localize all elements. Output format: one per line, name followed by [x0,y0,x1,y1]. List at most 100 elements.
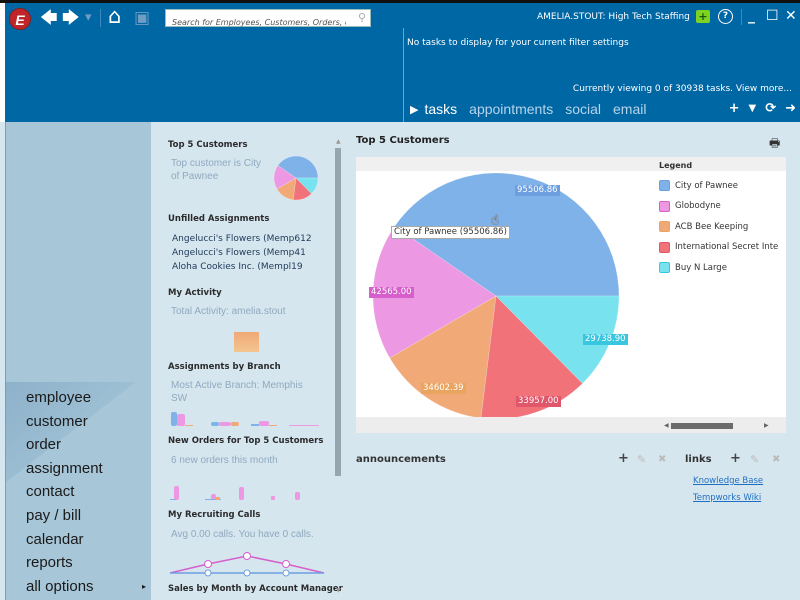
delete-link-icon[interactable]: ✖ [772,454,781,465]
help-icon[interactable]: ? [718,9,733,24]
unfilled-item[interactable]: Aloha Cookies Inc. (Mempl19 [172,262,303,272]
pie-slice[interactable] [389,295,497,417]
edit-announcement-icon[interactable]: ✎ [637,453,647,466]
widget-title-sales[interactable]: Sales by Month by Account Manager [168,584,343,594]
global-search[interactable]: ⚲ [165,9,371,31]
tab-tasks[interactable]: tasks [424,101,458,117]
page-title: Top 5 Customers [356,135,450,146]
tab-email[interactable]: email [613,101,647,117]
home-icon[interactable]: ⌂ [108,4,122,28]
app-logo[interactable]: E [9,8,31,30]
recruiting-mini-chart[interactable] [168,547,328,577]
add-announcement-icon[interactable]: + [618,451,629,466]
add-business-icon[interactable]: + [696,10,710,23]
legend-item[interactable]: Globodyne [659,200,781,213]
horizontal-scrollbar-thumb[interactable] [671,423,733,429]
pie-slice[interactable] [277,155,319,179]
pie-slice[interactable] [273,165,297,190]
nav-item-calendar[interactable]: calendar [26,530,84,548]
tasks-tabs: ▶ tasks appointments social email [410,99,658,119]
activity-mini-bar[interactable] [234,332,259,352]
widget-title-branch[interactable]: Assignments by Branch [168,362,281,372]
widget-title-unfilled[interactable]: Unfilled Assignments [168,214,270,224]
minimize-icon[interactable]: _ [748,8,755,24]
nav-item-all-options[interactable]: all options ▸ [26,576,146,600]
legend-item[interactable]: City of Pawnee [659,179,781,192]
pie-data-label: 34602.39 [421,383,466,394]
delete-announcement-icon[interactable]: ✖ [658,454,667,465]
pie-chart[interactable] [356,157,656,417]
link-tempworks-wiki[interactable]: Tempworks Wiki [693,493,762,503]
next-arrow-icon[interactable]: ➜ [785,101,796,116]
tab-social[interactable]: social [565,101,602,117]
scroll-left-arrow-icon[interactable]: ◀ [664,422,669,429]
back-icon[interactable]: 🡄 [40,8,58,28]
refresh-icon[interactable]: ⟳ [765,101,777,116]
tasks-viewing-link[interactable]: Currently viewing 0 of 30938 tasks. View… [572,84,792,94]
announcements-title: announcements [356,454,446,465]
nav-item-customer[interactable]: customer [26,412,88,430]
legend-swatch [659,262,670,273]
search-input[interactable] [166,14,346,31]
chart-tooltip: City of Pawnee (95506.86) [391,226,510,239]
legend-item[interactable]: Buy N Large [659,261,781,274]
pie-slice[interactable] [276,177,297,201]
top5-mini-pie[interactable] [273,155,319,201]
legend-swatch [659,200,670,212]
search-icon[interactable]: ⚲ [357,11,366,24]
link-knowledge-base[interactable]: Knowledge Base [693,476,764,486]
pie-data-label: 95506.86 [515,185,560,196]
widget-summary-activity: Total Activity: amelia.stout [171,306,286,317]
widget-title-top5[interactable]: Top 5 Customers [168,140,248,150]
window-controls-divider [741,9,742,25]
widget-title-new-orders[interactable]: New Orders for Top 5 Customers [168,436,324,446]
legend-item[interactable]: International Secret Inte [659,241,781,254]
nav-item-order[interactable]: order [26,436,62,454]
print-icon[interactable]: 🖶 [769,136,781,150]
save-icon[interactable]: ▣ [134,8,151,28]
maximize-icon[interactable]: ☐ [766,8,779,24]
nav-item-assignment[interactable]: assignment [26,459,103,477]
close-icon[interactable]: ✕ [785,8,797,24]
nav-item-employee[interactable]: employee [26,389,92,406]
scroll-down-arrow-icon[interactable]: ▼ [336,587,341,594]
legend-item[interactable]: ACB Bee Keeping [659,220,781,233]
tab-appointments[interactable]: appointments [469,101,554,117]
expand-play-icon[interactable]: ▶ [410,102,419,116]
user-label: AMELIA.STOUT: High Tech Staffing [537,12,690,22]
edit-link-icon[interactable]: ✎ [750,453,760,466]
widget-column: Top 5 Customers Top customer is City of … [151,122,346,600]
legend-label: City of Pawnee [675,180,739,191]
widget-summary-branch: Most Active Branch: Memphis SW [171,380,303,404]
legend-swatch [659,221,670,232]
add-task-icon[interactable]: + [728,101,740,116]
widget-title-recruiting[interactable]: My Recruiting Calls [168,510,261,520]
nav-list: employee customer order assignment conta… [26,387,146,599]
pie-data-label: 29738.90 [583,334,628,345]
history-dropdown-icon[interactable]: ▾ [85,10,92,25]
add-link-icon[interactable]: + [730,451,741,466]
unfilled-item[interactable]: Angelucci's Flowers (Memp612 [172,234,312,244]
nav-item-contact[interactable]: contact [26,483,75,501]
branch-mini-chart[interactable] [171,410,321,428]
widget-scrollbar[interactable] [335,148,341,476]
hand-cursor-icon: ☝ [491,213,499,228]
scroll-right-arrow-icon[interactable]: ▶ [764,422,769,429]
nav-item-reports[interactable]: reports [26,554,73,572]
pie-slice[interactable] [295,177,319,194]
legend-swatch [659,180,670,191]
nav-item-pay-bill[interactable]: pay / bill [26,506,82,524]
scroll-up-arrow-icon[interactable]: ▲ [336,138,341,145]
unfilled-item[interactable]: Angelucci's Flowers (Memp41 [172,248,306,258]
forward-icon[interactable]: 🡆 [62,8,80,28]
links-title: links [685,454,712,465]
widget-summary-top5: Top customer is City of Pawnee [171,158,262,182]
widget-summary-recruiting: Avg 0.00 calls. You have 0 calls. [171,529,314,540]
new-orders-mini-chart[interactable] [169,484,319,502]
pie-slice[interactable] [480,295,583,417]
filter-icon[interactable]: ▼ [748,103,757,114]
pie-slice[interactable] [293,177,312,201]
widget-title-activity[interactable]: My Activity [168,288,222,298]
title-strip [0,0,800,3]
